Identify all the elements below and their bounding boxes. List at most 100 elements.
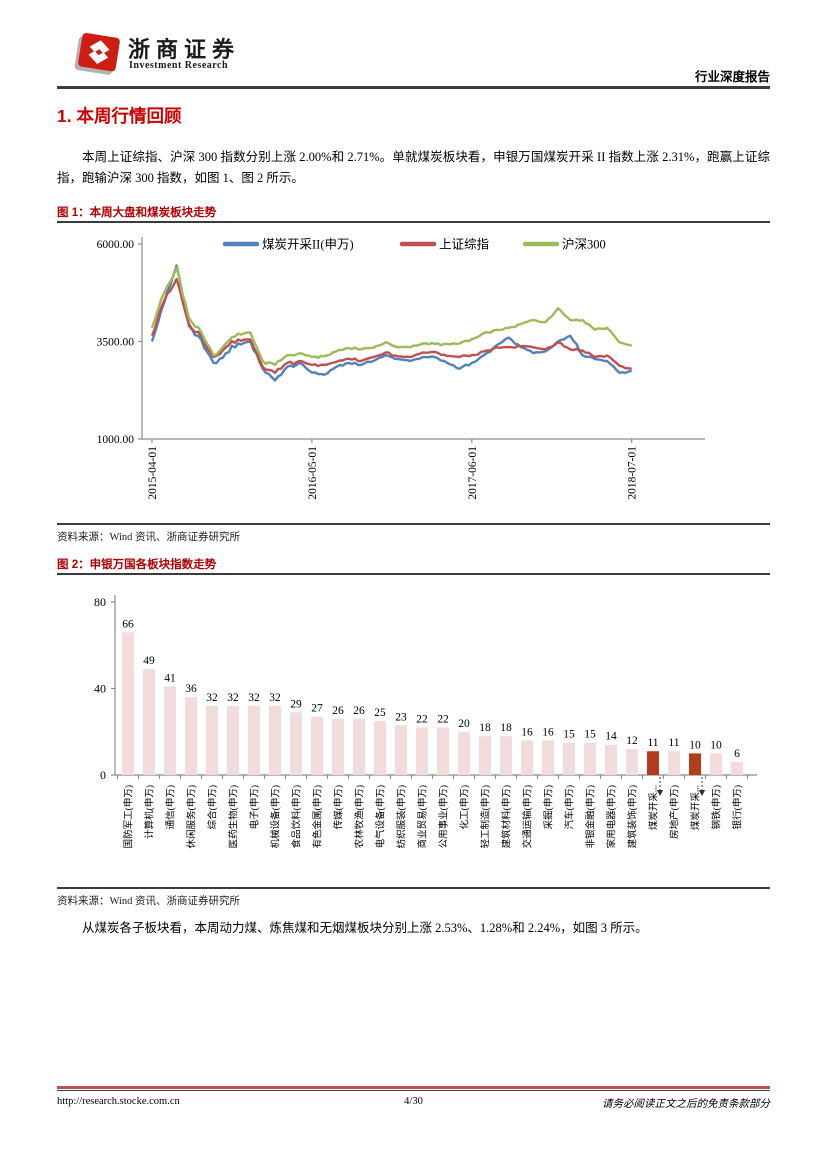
bar-value-label: 26 — [353, 705, 365, 717]
legend-item: 上证综指 — [399, 237, 489, 252]
series-line-sse-composite — [150, 277, 632, 374]
bar-value-label: 23 — [395, 711, 407, 723]
bar — [626, 749, 638, 775]
bar-value-label: 16 — [542, 726, 554, 738]
x-axis-date-label: 2017-06-01 — [467, 446, 479, 500]
bar — [563, 742, 575, 775]
category-label: 钢铁(申万) — [711, 785, 723, 829]
bar-value-label: 18 — [500, 722, 512, 734]
legend-item: 煤炭开采II(申万) — [222, 238, 354, 252]
footer-rule-red — [57, 1086, 770, 1089]
legend-label: 沪深300 — [562, 238, 606, 252]
bar — [395, 725, 407, 775]
bar — [143, 669, 155, 775]
category-label: 化工(申万) — [459, 785, 471, 829]
bar-value-label: 32 — [206, 692, 218, 704]
bar — [416, 727, 428, 775]
zheshang-logo-icon — [74, 32, 120, 75]
legend-label: 煤炭开采II(申万) — [262, 238, 354, 252]
x-axis-date-label: 2018-07-01 — [627, 446, 639, 500]
category-label: 传媒(申万) — [333, 785, 345, 829]
category-label: 电子(申万) — [249, 785, 261, 829]
bar — [521, 740, 533, 775]
figure2-caption: 图 2：申银万国各板块指数走势 — [57, 559, 217, 571]
category-label: 医药生物(申万) — [228, 785, 240, 848]
footer-disclaimer: 请务必阅读正文之后的免责条款部分 — [602, 1099, 770, 1110]
bar-value-label: 25 — [374, 707, 386, 719]
category-label: 电气设备(申万) — [375, 785, 387, 848]
bar-value-label: 66 — [122, 618, 134, 630]
bar-value-label: 27 — [311, 703, 323, 715]
footer-url-link[interactable]: http://research.stocke.com.cn — [57, 1096, 180, 1107]
bar-value-label: 11 — [647, 737, 658, 749]
bar-value-label: 49 — [143, 655, 155, 667]
bar — [458, 731, 470, 775]
bar — [311, 716, 323, 775]
category-label: 食品饮料(申万) — [291, 785, 303, 848]
bar-value-label: 16 — [521, 726, 533, 738]
category-label: 休闲服务(申万) — [186, 785, 198, 848]
category-label: 农林牧渔(申万) — [354, 785, 366, 848]
bar — [185, 697, 197, 775]
category-label: 商业贸易(申万) — [417, 785, 429, 848]
category-label: 国防军工(申万) — [123, 785, 135, 848]
page-number: 4/30 — [404, 1096, 423, 1107]
brand-subtitle: Investment Research — [129, 60, 229, 71]
bar-value-label: 32 — [269, 692, 281, 704]
bar-highlighted — [647, 751, 659, 775]
bar — [290, 712, 302, 775]
bar — [374, 720, 386, 775]
bar — [164, 686, 176, 775]
category-label: 轻工制造(申万) — [480, 785, 492, 848]
bar — [605, 744, 617, 775]
figure2-caption-rule — [57, 573, 770, 575]
y-axis-tick-label: 40 — [94, 682, 106, 696]
category-label: 公用事业(申万) — [438, 785, 450, 848]
figure2-source: 资料来源：Wind 资讯、浙商证券研究所 — [57, 896, 241, 907]
x-axis-date-label: 2015-04-01 — [147, 446, 159, 500]
category-label: 计算机(申万) — [144, 785, 156, 839]
section-title: 1. 本周行情回顾 — [57, 106, 182, 126]
y-axis-tick-label: 3500.00 — [97, 337, 135, 349]
legend-label: 上证综指 — [439, 237, 489, 252]
series-line-csi-300 — [150, 266, 632, 367]
bar-value-label: 22 — [416, 713, 428, 725]
bar-value-label: 20 — [458, 718, 470, 730]
header-divider — [57, 86, 770, 89]
category-label: 家用电器(申万) — [606, 785, 618, 848]
figure2-bottom-rule — [57, 887, 770, 889]
bar — [269, 705, 281, 775]
bar — [668, 751, 680, 775]
category-label: 汽车(申万) — [564, 785, 576, 829]
series-line-coal-mining-ii — [150, 264, 632, 382]
figure1-caption: 图 1：本周大盘和煤炭板块走势 — [57, 207, 217, 219]
bar — [542, 740, 554, 775]
paragraph-coal-subsectors: 从煤炭各子板块看，本周动力煤、炼焦煤和无烟煤板块分别上涨 2.53%、1.28%… — [82, 921, 648, 935]
paragraph-market-review: 本周上证综指、沪深 300 指数分别上涨 2.00%和 2.71%。单就煤炭板块… — [57, 150, 770, 185]
bar — [500, 736, 512, 775]
bar-value-label: 26 — [332, 705, 344, 717]
line-chart-market-vs-coal: 6000.00 3500.00 1000.00 2015-04-01 2016-05-0… — [57, 224, 770, 520]
bar — [206, 705, 218, 775]
category-label: 房地产(申万) — [669, 785, 681, 839]
category-label: 煤炭开采... — [648, 785, 660, 830]
bar-value-label: 15 — [584, 729, 596, 741]
highlight-callout-arrow — [656, 790, 664, 796]
bar-value-label: 11 — [668, 737, 679, 749]
bar-value-label: 32 — [248, 692, 260, 704]
category-label: 建筑装饰(申万) — [627, 785, 639, 848]
category-label: 通信(申万) — [165, 785, 177, 829]
bar — [479, 736, 491, 775]
x-axis-date-label: 2016-05-01 — [307, 446, 319, 500]
category-label: 纺织服装(申万) — [396, 785, 408, 848]
bar-value-label: 32 — [227, 692, 239, 704]
bar — [332, 718, 344, 775]
category-label: 综合(申万) — [207, 785, 219, 829]
bar-chart-sw-sector-index: 80 40 0 66 国防军工(申万) 49 计算机(申万) 41 通信(申万) 36 休闲服务(申… — [57, 577, 770, 887]
bar — [710, 753, 722, 775]
category-label: 机械设备(申万) — [270, 785, 282, 848]
bar — [437, 727, 449, 775]
highlight-callout-arrow — [698, 790, 706, 796]
bar-value-label: 36 — [185, 683, 197, 695]
